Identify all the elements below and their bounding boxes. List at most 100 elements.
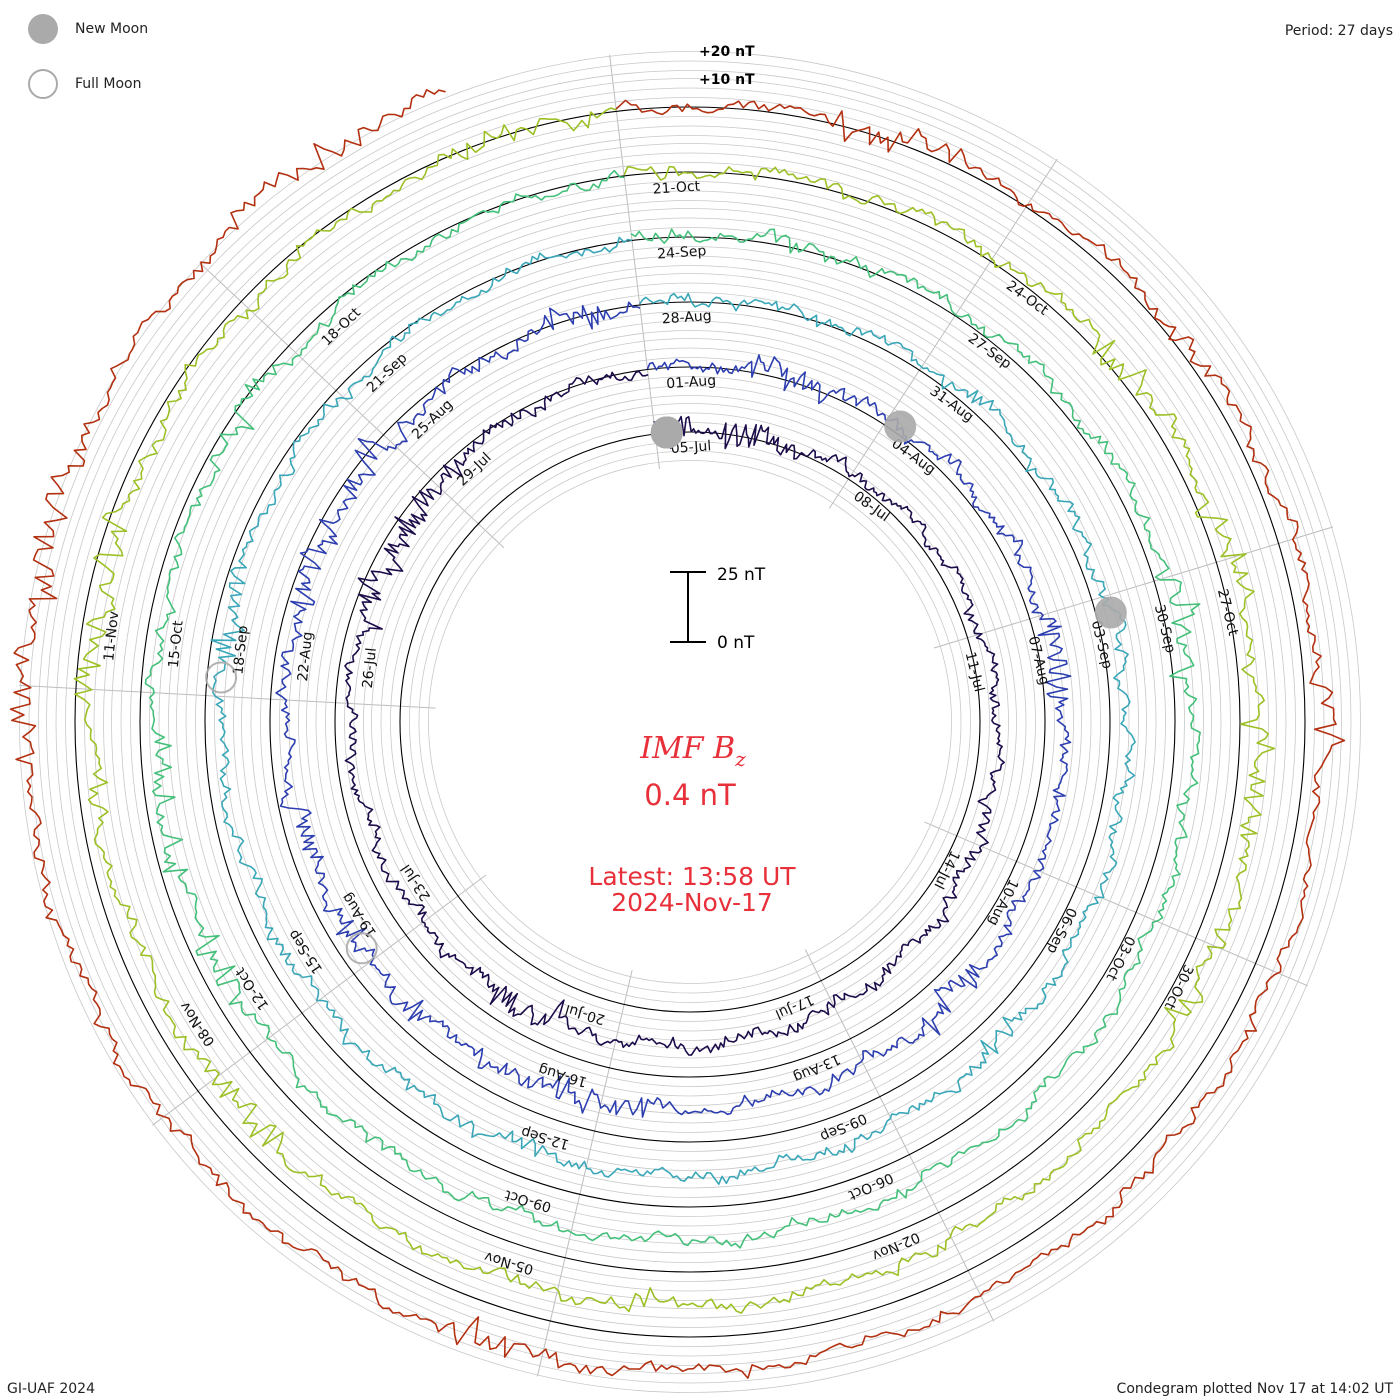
grid-ring <box>371 403 1009 1041</box>
radial-gridline <box>536 970 633 1377</box>
grid-ring <box>120 152 1260 1292</box>
date-label: 06-Oct <box>845 1169 895 1203</box>
radial-gridline <box>609 54 660 469</box>
grid-ring <box>241 273 1139 1171</box>
grid-ring <box>195 227 1185 1217</box>
series-line-4 <box>144 169 1201 1249</box>
legend-new-moon-label: New Moon <box>75 21 149 37</box>
latest-date: 2024-Nov-17 <box>611 888 773 917</box>
radial-gridline <box>924 821 1309 987</box>
grid-ring <box>344 376 1036 1068</box>
grid-ring <box>214 246 1166 1198</box>
grid-ring <box>409 441 971 1003</box>
zero-ring <box>204 236 1176 1208</box>
date-label: 30-Oct <box>1161 962 1196 1012</box>
grid-ring <box>93 125 1287 1319</box>
series-line-6 <box>9 89 1346 1379</box>
date-label: 24-Sep <box>657 243 707 262</box>
grid-ring <box>38 70 1342 1374</box>
legend-new-moon: New Moon <box>28 14 148 44</box>
date-label: 15-Oct <box>166 619 187 668</box>
scale-top-label: 25 nT <box>717 565 766 585</box>
radial-gridline <box>933 526 1334 649</box>
grid-ring <box>223 255 1157 1189</box>
grid-ring <box>279 311 1101 1133</box>
grid-ring <box>260 292 1120 1152</box>
date-label: 26-Jul <box>360 647 380 689</box>
grid-ring <box>315 347 1065 1097</box>
scale-bottom-label: 0 nT <box>717 633 755 653</box>
new-moon-marker <box>884 410 917 443</box>
date-label: 30-Sep <box>1151 603 1178 655</box>
full-moon-marker <box>345 932 378 965</box>
grid-ring <box>168 200 1212 1244</box>
series-line-5 <box>73 107 1276 1314</box>
date-label: 02-Nov <box>870 1228 922 1263</box>
full-moon-marker <box>650 416 683 449</box>
date-label: 11-Nov <box>101 610 122 662</box>
grid-ring <box>55 87 1325 1357</box>
period-label: Period: 27 days <box>1284 23 1393 39</box>
grid-ring <box>176 208 1204 1236</box>
date-label: 06-Sep <box>1043 905 1079 956</box>
date-label: 18-Sep <box>230 625 251 676</box>
date-label: 09-Oct <box>503 1186 554 1215</box>
ring-scale-label: +20 nT <box>699 44 755 60</box>
new-moon-marker <box>1094 596 1127 629</box>
grid-ring <box>306 338 1074 1106</box>
grid-ring <box>288 320 1092 1124</box>
date-label: 01-Aug <box>666 373 717 392</box>
legend-full-moon: Full Moon <box>28 69 141 99</box>
zero-ring <box>399 431 981 1013</box>
series-layer <box>9 89 1346 1379</box>
date-label: 20-Jul <box>564 1001 607 1028</box>
radial-gridline <box>828 158 1058 509</box>
grid-ring <box>28 60 1352 1384</box>
series-line-2 <box>275 301 1072 1118</box>
grid-ring <box>418 450 962 994</box>
grid-ring <box>233 265 1147 1179</box>
date-label: 13-Aug <box>791 1050 843 1085</box>
center-annotation: IMF Bz 0.4 nT Latest: 13:58 UT 2024-Nov-… <box>588 731 796 917</box>
date-label: 29-Jul <box>454 450 494 490</box>
grid-ring <box>250 282 1130 1162</box>
full-moon-marker <box>205 661 238 694</box>
date-label: 05-Jul <box>670 438 712 457</box>
date-label: 08-Jul <box>850 488 892 525</box>
current-value: 0.4 nT <box>644 778 736 812</box>
zero-ring <box>139 171 1241 1273</box>
date-label: 11-Jul <box>962 650 987 693</box>
zero-ring <box>74 106 1306 1338</box>
grid-ring <box>428 460 952 984</box>
grid-ring <box>111 143 1269 1301</box>
latest-time: Latest: 13:58 UT <box>588 862 796 891</box>
grid-ring <box>84 116 1296 1328</box>
zero-ring <box>334 366 1046 1078</box>
new-moon-icon <box>28 14 58 44</box>
grid-layer <box>18 51 1361 1393</box>
date-label: 10-Aug <box>985 876 1021 928</box>
plot-timestamp: Condegram plotted Nov 17 at 14:02 UT <box>1116 1381 1393 1397</box>
moon-marker-layer <box>205 410 1127 965</box>
date-label: 14-Jul <box>930 848 962 891</box>
date-label: 18-Oct <box>319 304 365 349</box>
series-line-3 <box>210 236 1136 1185</box>
parameter-title-text: IMF B <box>639 731 735 766</box>
grid-ring <box>380 412 1000 1032</box>
ring-scale-label: +10 nT <box>699 72 755 88</box>
date-label: 28-Aug <box>661 308 712 327</box>
scale-bar: 25 nT 0 nT <box>670 565 766 653</box>
date-label-layer: 05-Jul08-Jul11-Jul14-Jul17-Jul20-Jul23-J… <box>101 178 1241 1277</box>
credit-label: GI-UAF 2024 <box>7 1381 95 1397</box>
grid-ring <box>185 217 1195 1227</box>
grid-ring <box>158 190 1222 1254</box>
series-line-1 <box>344 370 1005 1056</box>
parameter-subscript: z <box>734 747 746 771</box>
date-label: 07-Aug <box>1025 635 1053 687</box>
grid-ring <box>390 422 990 1022</box>
grid-ring <box>46 78 1334 1366</box>
grid-ring <box>149 181 1231 1263</box>
date-label: 09-Sep <box>818 1110 870 1145</box>
full-moon-icon <box>28 69 58 99</box>
